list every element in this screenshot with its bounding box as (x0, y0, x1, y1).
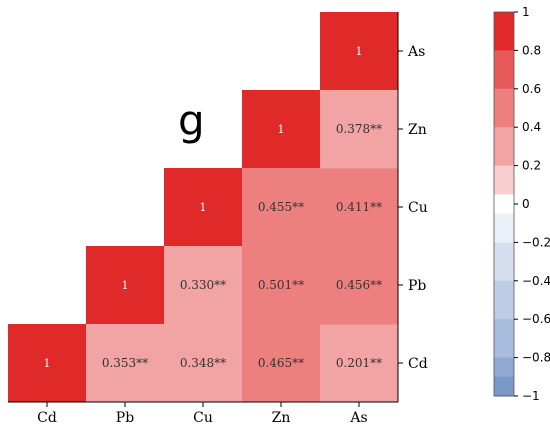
colorbar-tick-label: 1 (522, 5, 530, 19)
heatmap-cell-pb-zn (242, 246, 321, 325)
cell-value-label: 0.201** (336, 356, 382, 370)
cell-value-label: 1 (44, 357, 51, 370)
colorbar-bin (494, 357, 514, 378)
heatmap-cell-cu-cu (164, 168, 243, 247)
colorbar-tick-label: −0.4 (522, 274, 550, 288)
colorbar-bin (494, 165, 514, 195)
y-tick-label: Cu (408, 200, 428, 216)
heatmap-cell-pb-as (320, 246, 399, 325)
colorbar-bin (494, 280, 514, 320)
colorbar-bin (494, 88, 514, 128)
heatmap-cell-cd-zn (242, 324, 321, 403)
cell-value-label: 0.378** (336, 122, 382, 136)
colorbar-tick-label: 0.6 (522, 82, 541, 96)
cell-value-label: 0.456** (336, 278, 382, 292)
cell-value-label: 1 (200, 201, 207, 214)
heatmap-cell-pb-pb (86, 246, 165, 325)
cell-value-label: 0.330** (180, 278, 226, 292)
y-tick-label: Zn (408, 122, 427, 138)
colorbar-bin (494, 12, 514, 51)
colorbar-tick-label: 0.2 (522, 159, 541, 173)
heatmap-cell-cd-pb (86, 324, 165, 403)
x-tick-label: As (349, 410, 367, 426)
colorbar-tick-label: −1 (522, 389, 540, 403)
colorbar-bin (494, 213, 514, 243)
x-tick-label: Cu (193, 410, 213, 426)
heatmap-cell-cd-cu (164, 324, 243, 403)
colorbar-tick-label: 0.4 (522, 120, 541, 134)
x-tick-label: Pb (116, 410, 134, 426)
colorbar-tick-label: −0.2 (522, 235, 550, 249)
colorbar-tick-label: 0.8 (522, 43, 541, 57)
heatmap-cell-cd-cd (8, 324, 87, 403)
panel-label: g (178, 96, 205, 145)
colorbar-bin (494, 319, 514, 359)
heatmap-cell-as-as (320, 12, 399, 91)
colorbar-bin (494, 127, 514, 167)
heatmap-cell-zn-as (320, 90, 399, 169)
cell-value-label: 1 (356, 45, 363, 58)
x-tick-label: Cd (37, 410, 57, 426)
cell-value-label: 0.348** (180, 356, 226, 370)
heatmap-cell-cd-as (320, 324, 399, 403)
heatmap-cell-cu-zn (242, 168, 321, 247)
cell-value-label: 0.501** (258, 278, 304, 292)
colorbar-bin (494, 242, 514, 282)
colorbar-bin (494, 194, 514, 215)
cell-value-label: 0.465** (258, 356, 304, 370)
cell-value-label: 0.455** (258, 200, 304, 214)
y-tick-label: Cd (408, 356, 428, 372)
colorbar-tick-label: −0.6 (522, 312, 550, 326)
colorbar-tick-label: −0.8 (522, 351, 550, 365)
cell-value-label: 1 (278, 123, 285, 136)
cell-value-label: 1 (122, 279, 129, 292)
colorbar-bin (494, 50, 514, 90)
y-tick-label: Pb (408, 278, 426, 294)
heatmap-cell-pb-cu (164, 246, 243, 325)
colorbar-bin (494, 376, 514, 397)
colorbar-tick-label: 0 (522, 197, 530, 211)
cell-value-label: 0.411** (336, 200, 382, 214)
heatmap-cell-cu-as (320, 168, 399, 247)
heatmap-cell-zn-zn (242, 90, 321, 169)
x-tick-label: Zn (272, 410, 291, 426)
y-tick-label: As (407, 44, 425, 60)
cell-value-label: 0.353** (102, 356, 148, 370)
